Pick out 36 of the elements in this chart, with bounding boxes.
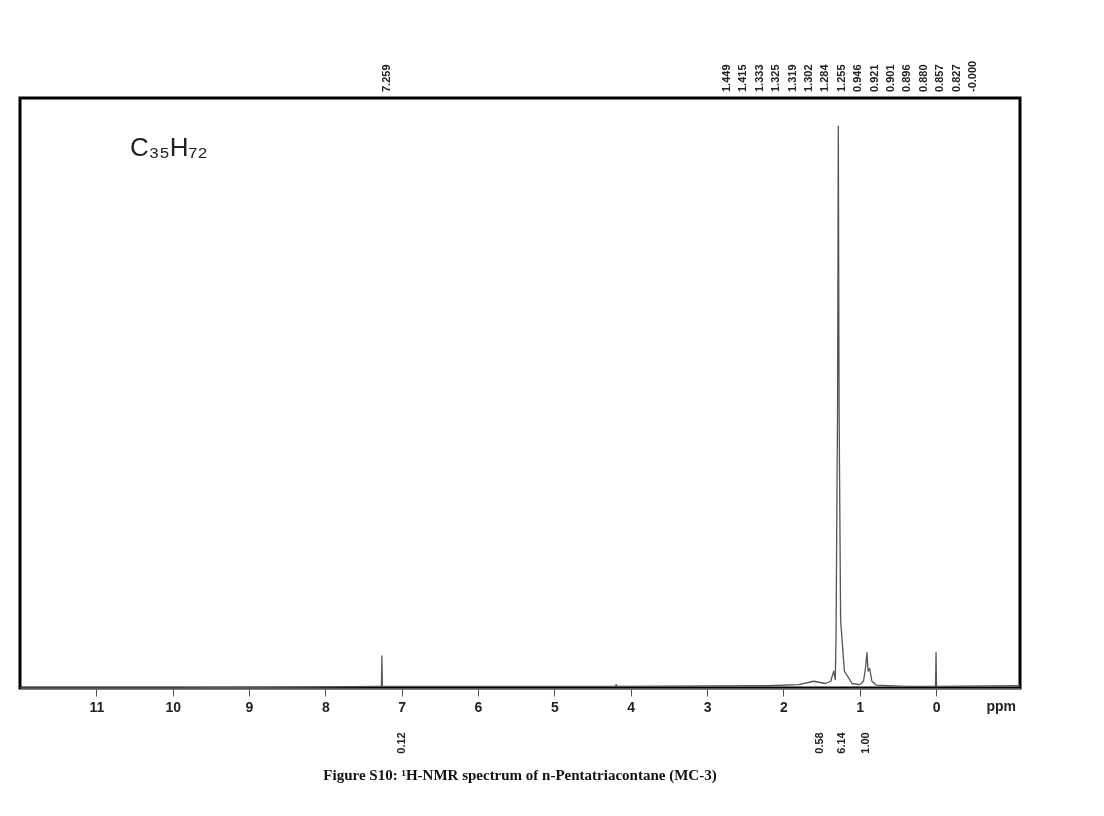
text: 1.449 [720, 64, 732, 92]
x-tick-label: 7 [398, 698, 407, 715]
x-tick-label: 4 [627, 698, 636, 715]
x-tick-label: 1 [856, 698, 865, 715]
text: -0.000 [966, 60, 978, 92]
x-tick-label: 3 [703, 698, 712, 715]
annotation: C₃₅H₇₂ [130, 132, 208, 162]
text: 7.259 [380, 64, 392, 92]
text: 1.284 [818, 63, 831, 92]
text: 0.901 [884, 64, 896, 92]
x-tick-label: 10 [165, 698, 182, 715]
text: 0.12 [395, 732, 407, 754]
text: 0.880 [916, 64, 929, 92]
x-axis-title: ppm [986, 698, 1016, 714]
text: 0.857 [933, 64, 946, 92]
text: 1.00 [859, 732, 871, 754]
x-tick-label: 8 [321, 698, 330, 715]
text: 1.415 [736, 64, 749, 92]
text: 0.58 [813, 732, 825, 754]
text: 1.333 [752, 64, 765, 92]
x-tick-label: 6 [474, 698, 483, 715]
x-tick-label: 2 [779, 698, 788, 715]
x-tick-label: 5 [550, 698, 559, 715]
x-tick-label: 11 [89, 698, 105, 715]
text: 0.921 [867, 64, 880, 92]
x-tick-label: 9 [245, 698, 254, 715]
text: Figure S10: ¹H-NMR spectrum of n-Pentatriacontane (MC-3) [323, 766, 717, 784]
text: 1.255 [834, 64, 847, 92]
x-tick-label: 0 [932, 698, 941, 715]
text: 0.946 [851, 64, 864, 92]
text: 6.14 [835, 731, 847, 754]
text: 1.325 [769, 64, 782, 92]
text: 0.896 [900, 64, 913, 92]
text: 1.319 [785, 64, 798, 92]
text: 1.302 [802, 64, 814, 92]
text: 0.827 [949, 64, 962, 92]
